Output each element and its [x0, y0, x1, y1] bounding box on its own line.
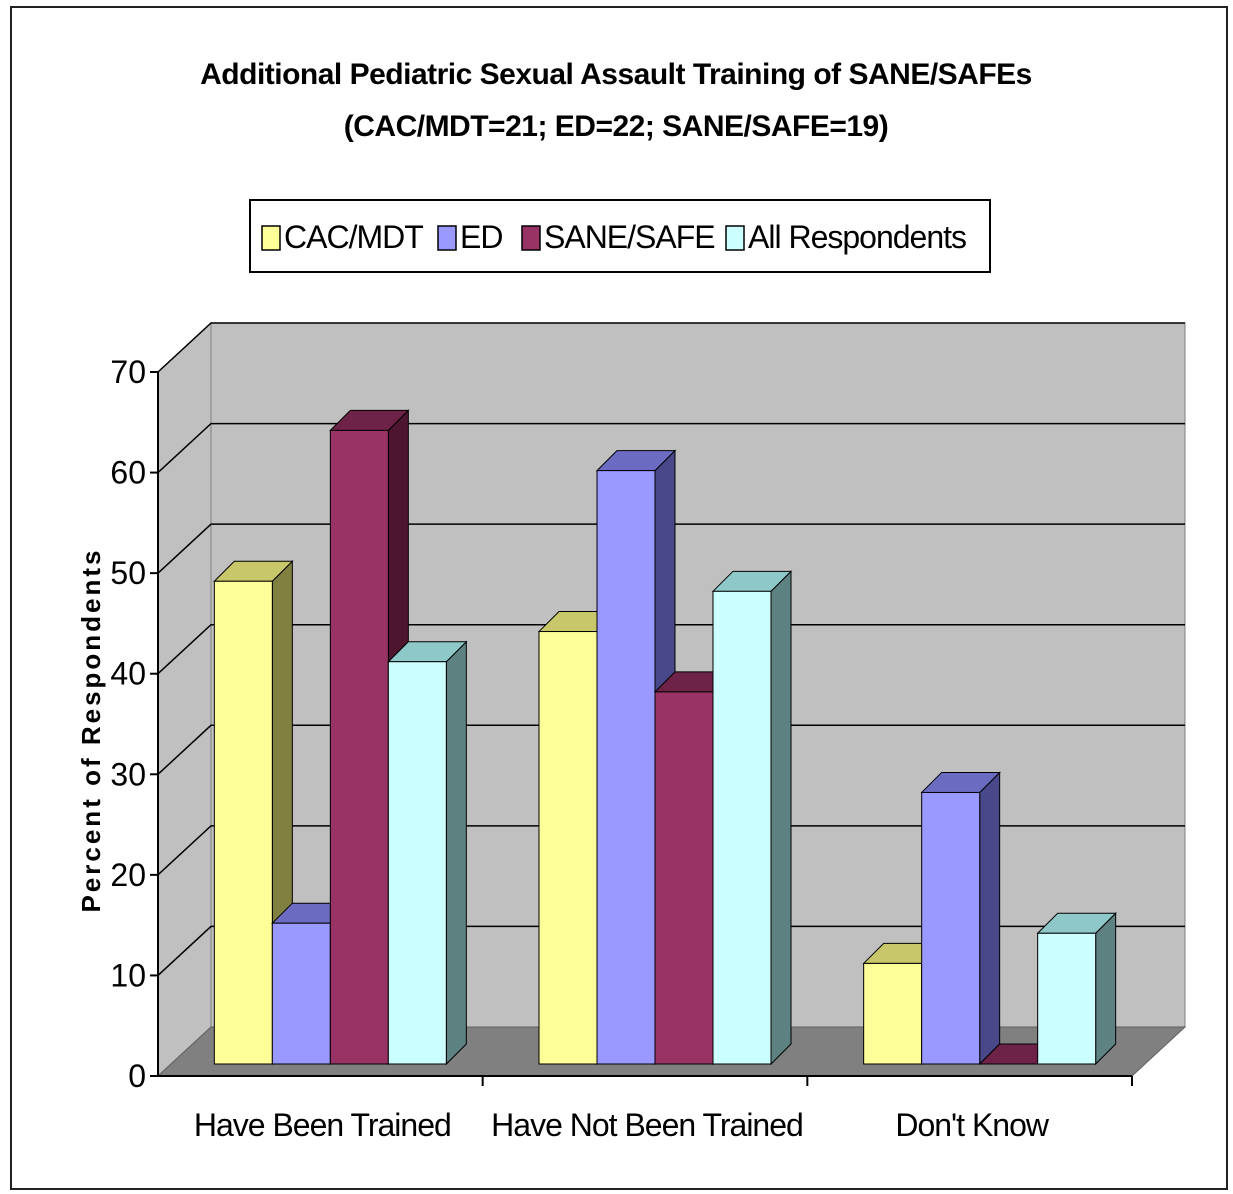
- chart-svg: Additional Pediatric Sexual Assault Trai…: [76, 58, 1187, 1143]
- bar-side: [770, 570, 792, 1066]
- gridline: [157, 724, 1185, 775]
- y-tick-label: 50: [110, 555, 146, 591]
- bar-front: [596, 470, 656, 1065]
- bar-cac-mdt-have-been-trained: [213, 560, 294, 1066]
- bar-all-respondents-have-been-trained: [387, 640, 468, 1066]
- legend-swatch-all-respondents: [725, 225, 745, 251]
- y-axis-label: Percent of Respondents: [76, 547, 106, 912]
- gridline: [157, 925, 1185, 976]
- gridline: [157, 623, 1185, 675]
- legend-label-all-respondents: All Respondents: [748, 219, 966, 255]
- bar-side: [445, 640, 467, 1066]
- x-tick-label: Don't Know: [895, 1107, 1050, 1143]
- chart-frame: Additional Pediatric Sexual Assault Trai…: [10, 6, 1228, 1190]
- y-tick-label: 0: [128, 1058, 146, 1094]
- bar-front: [1037, 932, 1097, 1065]
- bar-front: [654, 691, 714, 1065]
- legend-box: [249, 199, 991, 273]
- legend-swatch-cac-mdt: [261, 225, 281, 251]
- y-tick-label: 10: [110, 957, 146, 993]
- bar-front: [329, 429, 389, 1065]
- legend: CAC/MDT ED SANE/SAFE All Respondents: [249, 199, 991, 273]
- gridline: [157, 422, 1185, 474]
- side-wall: [157, 321, 212, 1078]
- bar-front: [921, 791, 981, 1065]
- x-tick-label: Have Been Trained: [194, 1107, 451, 1143]
- bar-all-respondents-don-t-know: [1036, 912, 1117, 1066]
- bar-front: [863, 962, 923, 1065]
- bar-front: [712, 590, 772, 1065]
- bar-front: [538, 631, 598, 1065]
- legend-swatch-ed: [437, 225, 457, 251]
- bar-ed-don-t-know: [920, 771, 1001, 1066]
- legend-label-cac-mdt: CAC/MDT: [284, 219, 423, 255]
- y-tick-label: 60: [110, 455, 146, 491]
- gridline: [157, 322, 1185, 373]
- bar-front: [271, 922, 331, 1065]
- bar-front: [387, 661, 447, 1065]
- y-tick-label: 40: [110, 656, 146, 692]
- gridline: [157, 825, 1185, 876]
- y-tick-label: 20: [110, 857, 146, 893]
- bar-front: [213, 580, 273, 1065]
- bar-side: [979, 771, 1001, 1066]
- plot-area: 0 10 20 30 40 50 60 70 Have Been Trained Have Not…: [110, 321, 1187, 1143]
- legend-label-ed: ED: [460, 219, 502, 255]
- x-tick-label: Have Not Been Trained: [491, 1107, 803, 1143]
- legend-swatch-sane-safe: [521, 225, 541, 251]
- bar-all-respondents-have-not-been-trained: [711, 570, 793, 1066]
- chart-subtitle: (CAC/MDT=21; ED=22; SANE/SAFE=19): [344, 110, 888, 143]
- y-tick-label: 30: [110, 756, 146, 792]
- legend-label-sane-safe: SANE/SAFE: [544, 219, 715, 255]
- chart-title: Additional Pediatric Sexual Assault Trai…: [200, 58, 1032, 91]
- gridline: [157, 523, 1185, 574]
- bar-side: [1095, 912, 1117, 1066]
- y-tick-label: 70: [110, 354, 146, 390]
